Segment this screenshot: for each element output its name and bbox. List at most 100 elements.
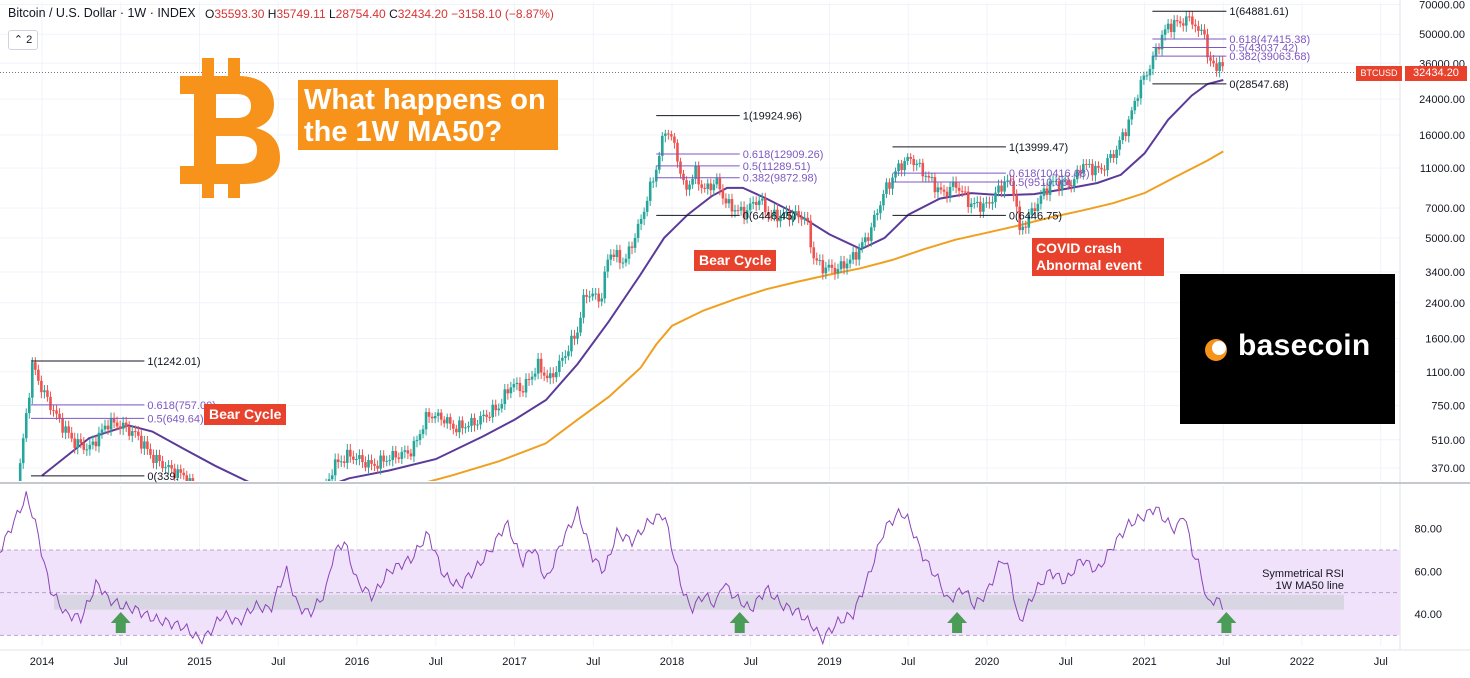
candle: [1094, 161, 1097, 182]
candle: [342, 455, 346, 468]
candle: [527, 373, 531, 386]
candle: [954, 176, 958, 194]
candle: [836, 263, 840, 279]
candle: [261, 501, 264, 512]
candle: [1097, 161, 1100, 173]
candle: [140, 430, 143, 454]
time-tick-label: Jul: [271, 656, 285, 668]
candle: [779, 209, 782, 228]
candle: [966, 186, 970, 213]
fib-level-label: 0(339.: [147, 471, 178, 483]
candle: [103, 419, 107, 434]
candle: [164, 462, 167, 475]
candle: [388, 454, 392, 466]
candle: [933, 172, 937, 199]
candle: [1130, 106, 1134, 126]
candle: [551, 367, 555, 384]
candle: [133, 425, 137, 438]
candle: [37, 364, 40, 385]
candle: [900, 159, 903, 177]
candle: [688, 180, 691, 196]
candle: [173, 463, 176, 481]
candle: [1188, 11, 1191, 22]
price-tick-label: 750.00: [1431, 401, 1465, 413]
candle: [782, 207, 785, 220]
candle: [370, 454, 373, 471]
candle: [539, 352, 543, 380]
candle: [267, 496, 270, 519]
candle: [891, 173, 894, 195]
candle: [298, 492, 301, 510]
candle: [863, 232, 867, 248]
candle: [827, 259, 831, 272]
candle: [976, 196, 979, 208]
rsi-pane: 80.00 60.00 40.00: [0, 491, 1442, 646]
candle: [330, 469, 334, 481]
time-tick-label: Jul: [586, 656, 600, 668]
candle: [530, 370, 534, 386]
candle: [876, 208, 879, 221]
rsi-note-line-1: Symmetrical RSI: [1262, 568, 1344, 580]
basecoin-logo: basecoin: [1180, 274, 1395, 424]
candle: [1024, 220, 1028, 234]
candle: [79, 433, 83, 449]
candle: [576, 326, 579, 345]
candle: [521, 385, 525, 397]
candle: [497, 403, 501, 416]
candle: [158, 449, 161, 467]
candle: [1163, 24, 1167, 41]
candle: [1075, 165, 1079, 184]
candle: [470, 413, 473, 433]
candle: [333, 453, 337, 481]
candle: [1175, 15, 1179, 27]
time-tick-label: Jul: [1059, 656, 1073, 668]
fib-level-label: 1(19924.96): [743, 111, 802, 123]
candle: [106, 419, 110, 435]
headline-line-2: the 1W MA50?: [304, 116, 503, 148]
candle: [879, 201, 882, 220]
candle: [234, 492, 237, 511]
candle: [346, 443, 349, 470]
candle: [633, 233, 637, 253]
time-tick-label: Jul: [114, 656, 128, 668]
candle: [185, 470, 189, 481]
candle: [367, 454, 370, 474]
candle: [485, 409, 488, 423]
up-arrow-icon: [1216, 612, 1237, 633]
candle: [791, 209, 794, 226]
candle: [94, 435, 98, 452]
candle: [785, 205, 788, 219]
candle: [1078, 165, 1082, 179]
ohlc-low: 28754.40: [335, 6, 386, 21]
candles: [18, 11, 1224, 519]
time-tick-label: 2015: [187, 656, 211, 668]
candle: [985, 196, 988, 208]
candle: [1045, 182, 1049, 201]
candle: [664, 129, 667, 143]
candle: [909, 153, 912, 165]
collapse-indicators-button[interactable]: ⌃ 2: [8, 30, 38, 50]
candle: [515, 377, 519, 391]
candle: [424, 407, 428, 436]
ohlc-close: 32434.20: [397, 6, 448, 21]
candle: [352, 450, 355, 465]
candle: [751, 196, 755, 210]
candle: [52, 404, 55, 417]
candle: [676, 139, 679, 168]
candle: [661, 132, 664, 162]
candle: [548, 367, 552, 385]
candle: [406, 445, 410, 460]
candle: [939, 182, 943, 195]
candle: [27, 392, 31, 419]
rsi-ma50-band: [54, 594, 1344, 610]
candle: [1203, 24, 1206, 40]
candle: [806, 211, 809, 226]
candle: [736, 204, 740, 215]
candle: [1015, 189, 1018, 213]
candle: [291, 485, 294, 500]
candle: [812, 241, 816, 265]
candle: [794, 205, 797, 220]
price-tick-label: 2400.00: [1425, 298, 1465, 310]
candle: [994, 186, 997, 208]
candle: [216, 502, 219, 512]
